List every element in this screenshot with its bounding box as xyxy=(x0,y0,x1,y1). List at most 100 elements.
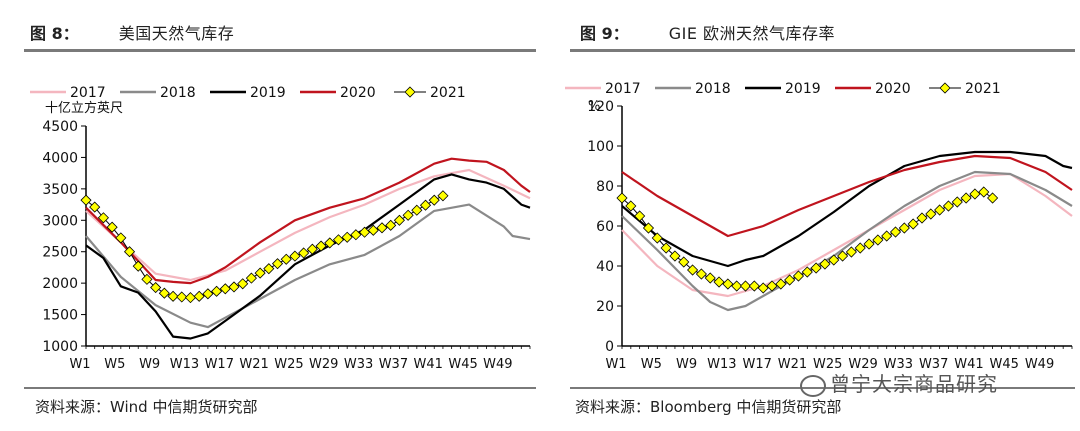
series-point-2021 xyxy=(150,281,162,294)
x-tick-label: W25 xyxy=(813,357,842,372)
series-point-2021 xyxy=(951,196,963,208)
footer-rule xyxy=(24,387,536,389)
series-point-2021 xyxy=(158,287,170,299)
y-axis-unit: % xyxy=(588,99,600,114)
eu-panel: 图 9： GIE 欧洲天然气库存率 % 0 20 40 60 80 100 120 W1 W5 W9 W… xyxy=(560,0,1080,431)
series-point-2021 xyxy=(245,272,257,284)
y-tick-label: 1000 xyxy=(42,339,78,355)
x-tick-label: W5 xyxy=(641,357,662,372)
series-point-2021 xyxy=(987,192,999,204)
x-tick-label: W37 xyxy=(919,357,948,372)
series-point-2021 xyxy=(350,229,362,241)
series-point-2021 xyxy=(925,208,937,220)
x-tick-label: W49 xyxy=(483,357,512,372)
series-point-2021 xyxy=(332,234,345,246)
x-tick-label: W21 xyxy=(239,357,268,372)
series-point-2021 xyxy=(616,192,628,204)
x-tick-label: W13 xyxy=(707,357,736,372)
series-line-2017 xyxy=(85,168,531,282)
x-tick-label: W29 xyxy=(309,357,338,372)
y-tick-label: 4500 xyxy=(42,119,78,135)
x-tick-label: W45 xyxy=(448,357,477,372)
y-tick-label: 1500 xyxy=(42,308,78,324)
series-point-2021 xyxy=(237,278,249,290)
series-line-2020 xyxy=(621,154,1073,238)
series-point-2021 xyxy=(324,237,336,249)
chart-title: 美国天然气库存 xyxy=(118,24,235,43)
series-point-2021 xyxy=(359,226,371,238)
series-line-2018 xyxy=(621,170,1073,312)
x-tick-label: W29 xyxy=(848,357,877,372)
series-point-2021 xyxy=(341,231,353,243)
x-tick-label: W9 xyxy=(676,357,697,372)
series-point-2021 xyxy=(960,192,972,204)
series-point-2021 xyxy=(123,246,136,258)
series-point-2021 xyxy=(385,219,397,231)
series-point-2021 xyxy=(132,260,144,272)
series-point-2021 xyxy=(969,188,981,200)
series-point-2021 xyxy=(376,222,388,234)
series-point-2021 xyxy=(428,194,440,206)
us-storage-chart: 十亿立方英尺 1000 1500 2000 2500 3000 3500 4000 4500 W1… xyxy=(30,85,531,372)
series-line-2019 xyxy=(85,173,531,340)
legend-label: 2019 xyxy=(250,85,286,101)
series-point-2021 xyxy=(289,250,301,262)
y-tick-label: 3000 xyxy=(42,213,78,229)
header-rule xyxy=(24,49,536,52)
series-point-2021 xyxy=(211,285,223,297)
series-point-2021 xyxy=(722,278,734,290)
legend-label: 2017 xyxy=(70,85,106,101)
y-axis-unit: 十亿立方英尺 xyxy=(45,100,123,116)
x-tick-label: W9 xyxy=(139,357,160,372)
series-line-2019 xyxy=(621,150,1073,268)
x-tick-label: W25 xyxy=(274,357,303,372)
series-point-2021 xyxy=(625,200,637,212)
y-tick-label: 0 xyxy=(605,339,614,355)
y-tick-label: 4000 xyxy=(42,150,78,166)
legend-label: 2018 xyxy=(695,81,731,97)
series-point-2021 xyxy=(402,209,414,221)
series-point-2021 xyxy=(819,258,831,270)
series-point-2021 xyxy=(775,278,787,290)
series-point-2021 xyxy=(89,201,101,213)
series-point-2021 xyxy=(228,281,240,293)
series-point-2021 xyxy=(367,224,379,236)
x-tick-label: W45 xyxy=(990,357,1019,372)
series-point-2021 xyxy=(97,212,109,224)
series-point-2021 xyxy=(872,234,884,246)
series-line-2017 xyxy=(621,172,1073,298)
series-point-2021 xyxy=(678,256,690,268)
wechat-icon xyxy=(800,374,826,397)
series-point-2021 xyxy=(419,199,432,211)
series-point-2021 xyxy=(219,283,231,295)
series-point-2021 xyxy=(271,258,284,270)
series-line-2018 xyxy=(85,203,531,329)
series-point-2021 xyxy=(176,291,188,303)
series-point-2021 xyxy=(828,254,840,266)
x-tick-label: W41 xyxy=(414,357,443,372)
x-tick-label: W21 xyxy=(778,357,807,372)
series-point-2021 xyxy=(978,186,990,198)
series-point-2021 xyxy=(766,280,778,292)
series-point-2021 xyxy=(193,290,205,302)
series-point-2021 xyxy=(695,268,707,280)
figure-label: 图 8： xyxy=(30,24,79,43)
series-point-2021 xyxy=(315,240,327,252)
series-point-2021 xyxy=(298,247,310,259)
series-point-2021 xyxy=(757,282,769,294)
legend-label: 2018 xyxy=(160,85,196,101)
y-tick-label: 2500 xyxy=(42,245,78,261)
legend-label: 2019 xyxy=(785,81,821,97)
series-point-2021 xyxy=(942,200,955,212)
series-point-2021 xyxy=(115,232,127,244)
x-tick-label: W33 xyxy=(884,357,913,372)
us-panel: 图 8： 美国天然气库存 十亿立方英尺 1000 1500 2000 2500 3000 35… xyxy=(24,24,536,416)
y-tick-label: 100 xyxy=(587,139,614,155)
series-point-2021 xyxy=(907,218,919,230)
legend-label: 2020 xyxy=(875,81,911,97)
eu-storage-chart: % 0 20 40 60 80 100 120 W1 W5 W9 W13 W17 W21 W25 W29 W33… xyxy=(565,81,1073,372)
series-point-2021 xyxy=(713,276,725,288)
watermark-text: 曾宁大宗商品研究 xyxy=(830,372,998,396)
series-point-2021 xyxy=(141,273,153,285)
series-point-2021 xyxy=(280,253,292,265)
